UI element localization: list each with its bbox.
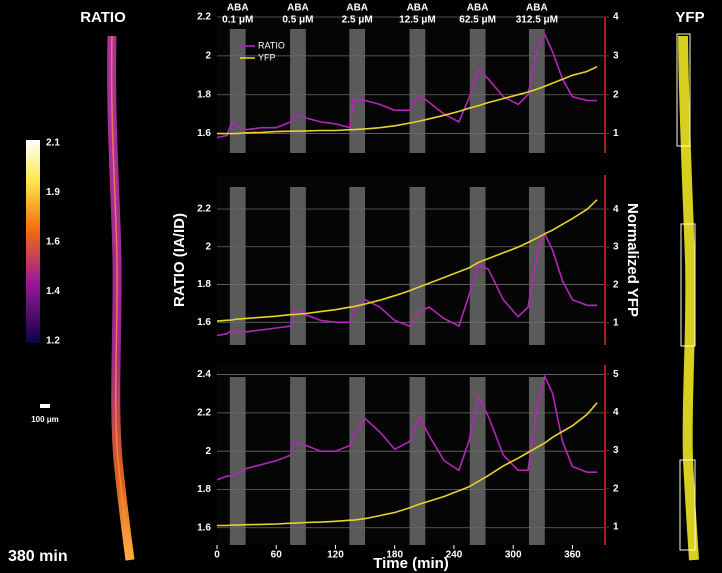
y2-tick-label: 4 (613, 204, 619, 215)
treatment-band (528, 29, 545, 153)
y-tick-label: 2 (205, 50, 211, 61)
treatment-band (349, 187, 366, 345)
colorbar-label: 1.6 (46, 237, 60, 248)
series-line (216, 199, 598, 322)
y2-tick-label: 2 (613, 280, 619, 291)
legend-label: RATIO (258, 40, 285, 50)
treatment-band (409, 377, 426, 545)
y2-tick-label: 2 (613, 89, 619, 100)
y-tick-label: 1.6 (197, 128, 211, 139)
colorbar-label: 2.1 (46, 138, 60, 149)
x-tick-label: 360 (564, 550, 581, 561)
colorbar (26, 140, 40, 343)
treatment-concentration: 0.1 μM (222, 15, 253, 26)
legend-label: YFP (258, 52, 276, 62)
colorbar-label: 1.9 (46, 187, 60, 198)
yfp-root-image (678, 35, 699, 561)
y2-tick-label: 3 (613, 445, 619, 456)
right-title: YFP (675, 9, 704, 26)
y-tick-label: 2.2 (197, 204, 211, 215)
scale-bar-label: 100 μm (31, 415, 59, 424)
treatment-band (349, 29, 366, 153)
y2-tick-label: 3 (613, 242, 619, 253)
left-title: RATIO (80, 9, 126, 26)
treatment-concentration: 12.5 μM (399, 15, 436, 26)
x-tick-label: 0 (214, 550, 220, 561)
x-axis-label: Time (min) (373, 555, 449, 572)
y-tick-label: 1.8 (197, 89, 211, 100)
x-tick-label: 300 (505, 550, 522, 561)
y-tick-label: 2.4 (197, 369, 211, 380)
treatment-band (409, 187, 426, 345)
treatment-band (349, 377, 366, 545)
series-line (216, 231, 598, 337)
y-tick-label: 1.8 (197, 279, 211, 290)
y2-tick-label: 4 (613, 407, 619, 418)
colorbar-label: 1.4 (46, 286, 60, 297)
ratio-root-core (110, 35, 131, 561)
y-tick-label: 2 (205, 446, 211, 457)
treatment-label: ABA (227, 3, 249, 14)
treatment-concentration: 62.5 μM (459, 15, 496, 26)
treatment-label: ABA (346, 3, 368, 14)
treatment-concentration: 0.5 μM (282, 15, 313, 26)
treatment-band (528, 187, 545, 345)
treatment-band (290, 187, 306, 345)
treatment-label: ABA (407, 3, 429, 14)
x-tick-label: 180 (386, 550, 403, 561)
treatment-band (229, 29, 246, 153)
y2-tick-label: 1 (613, 128, 619, 139)
treatment-concentration: 2.5 μM (342, 15, 373, 26)
treatment-label: ABA (526, 3, 548, 14)
series-line (216, 374, 598, 481)
y2-tick-label: 2 (613, 483, 619, 494)
y-tick-label: 2 (205, 241, 211, 252)
roi-boxes (676, 33, 696, 551)
y2-tick-label: 4 (613, 12, 619, 23)
x-tick-label: 240 (446, 550, 463, 561)
series-line (216, 32, 598, 139)
treatment-band (528, 377, 545, 545)
y-tick-label: 1.6 (197, 522, 211, 533)
y-axis-label: RATIO (IA/ID) (171, 213, 188, 307)
treatment-band (229, 377, 246, 545)
treatment-band (290, 29, 306, 153)
treatment-band (469, 29, 486, 153)
series-line (217, 402, 598, 527)
y-tick-label: 2.2 (197, 408, 211, 419)
treatment-concentration: 312.5 μM (516, 15, 558, 26)
treatment-band (290, 377, 306, 545)
y-tick-label: 1.8 (197, 484, 211, 495)
treatment-label: ABA (467, 3, 489, 14)
series-line (217, 65, 598, 135)
treatment-label: ABA (287, 3, 309, 14)
x-tick-label: 120 (327, 550, 344, 561)
treatment-band (409, 29, 426, 153)
x-tick-label: 60 (271, 550, 283, 561)
y2-tick-label: 1 (613, 318, 619, 329)
time-label: 380 min (8, 548, 68, 565)
scale-bar (40, 404, 50, 408)
y2-tick-label: 5 (613, 369, 619, 380)
y2-axis-label: Normalized YFP (624, 203, 641, 317)
treatment-band (229, 187, 246, 345)
y-tick-label: 1.6 (197, 317, 211, 328)
y2-tick-label: 3 (613, 50, 619, 61)
y2-tick-label: 1 (613, 522, 619, 533)
colorbar-label: 1.2 (46, 336, 60, 347)
y-tick-label: 2.2 (197, 12, 211, 23)
